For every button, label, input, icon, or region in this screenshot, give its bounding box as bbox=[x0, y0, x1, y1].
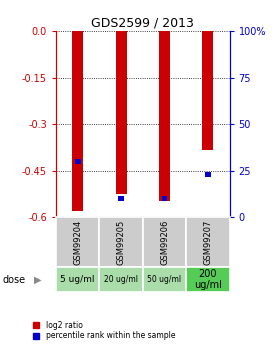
Text: GSM99204: GSM99204 bbox=[73, 220, 82, 265]
Text: GSM99207: GSM99207 bbox=[203, 220, 213, 265]
Bar bbox=[186, 267, 230, 292]
Text: GSM99206: GSM99206 bbox=[160, 220, 169, 265]
Bar bbox=[186, 217, 230, 267]
Bar bbox=[56, 267, 99, 292]
Text: ▶: ▶ bbox=[34, 275, 41, 285]
Bar bbox=[118, 196, 124, 201]
Bar bbox=[99, 267, 143, 292]
Bar bbox=[116, 31, 127, 194]
Bar bbox=[143, 217, 186, 267]
Bar bbox=[72, 31, 83, 211]
Title: GDS2599 / 2013: GDS2599 / 2013 bbox=[91, 17, 194, 30]
Bar bbox=[159, 31, 170, 201]
Bar bbox=[143, 267, 186, 292]
Bar bbox=[75, 159, 81, 164]
Legend: log2 ratio, percentile rank within the sample: log2 ratio, percentile rank within the s… bbox=[32, 320, 176, 341]
Text: 50 ug/ml: 50 ug/ml bbox=[148, 275, 181, 284]
Bar bbox=[162, 196, 167, 201]
Bar bbox=[99, 217, 143, 267]
Text: 200
ug/ml: 200 ug/ml bbox=[194, 269, 222, 290]
Bar bbox=[205, 172, 211, 177]
Bar bbox=[202, 31, 213, 150]
Text: 20 ug/ml: 20 ug/ml bbox=[104, 275, 138, 284]
Text: 5 ug/ml: 5 ug/ml bbox=[60, 275, 95, 284]
Text: GSM99205: GSM99205 bbox=[116, 220, 126, 265]
Bar bbox=[56, 217, 99, 267]
Text: dose: dose bbox=[3, 275, 26, 285]
